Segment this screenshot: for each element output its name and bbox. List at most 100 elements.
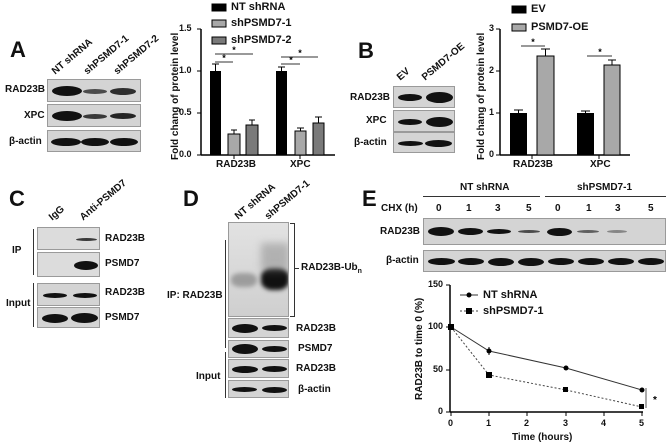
y-tick: 100 (428, 321, 444, 331)
panel-letter-b: B (358, 38, 374, 63)
input-bracket (33, 283, 34, 327)
row-label: PSMD7 (298, 343, 333, 354)
western-blot-band-row (393, 86, 455, 108)
panel-letter-a: A (10, 37, 26, 62)
legend-label: PSMD7-OE (531, 21, 589, 33)
group-label: NT shRNA (460, 182, 510, 193)
legend-label: NT shRNA (231, 1, 286, 13)
panel-letter-e: E (362, 186, 377, 211)
western-blot-band-row (37, 252, 100, 277)
western-blot-band-row (228, 318, 289, 338)
x-tick: 1 (486, 418, 492, 428)
lane-label: EV (394, 65, 413, 83)
row-label: β-actin (9, 136, 42, 147)
row-label: XPC (366, 115, 387, 126)
x-tick: 0 (448, 418, 454, 428)
chx-label: CHX (h) (381, 203, 418, 214)
timepoint: 5 (526, 203, 532, 214)
row-label: RAD23B (350, 92, 391, 103)
y-tick: 150 (428, 279, 444, 289)
ub-bracket (290, 223, 295, 317)
legend-label: shPSMD7-1 (483, 305, 544, 317)
timepoint: 0 (436, 203, 442, 214)
lane-label: PSMD7-OE (419, 40, 468, 83)
y-tick: 0 (489, 149, 495, 159)
svg-text:*: * (232, 45, 236, 55)
row-label: PSMD7 (105, 312, 140, 323)
group-label: IP (12, 245, 22, 256)
lane-label: IgG (46, 203, 67, 223)
western-blot-band-row (47, 104, 141, 127)
row-label: RAD23B (105, 233, 146, 244)
y-tick: 2 (489, 65, 495, 75)
x-axis-label: Time (hours) (512, 432, 573, 443)
timepoint: 1 (586, 203, 592, 214)
row-label: β-actin (386, 255, 419, 266)
ip-bracket (225, 240, 226, 348)
svg-text:*: * (598, 47, 602, 57)
y-tick: 0.0 (179, 149, 192, 159)
x-tick: RAD23B (216, 159, 257, 170)
group-label: shPSMD7-1 (577, 182, 633, 193)
western-blot-band-row (228, 340, 289, 358)
lane-label: Anti-PSMD7 (77, 177, 129, 223)
group-label: Input (6, 298, 31, 309)
ubiquitination-blot (228, 222, 289, 317)
row-label: PSMD7 (105, 258, 140, 269)
x-tick: 4 (601, 418, 607, 428)
ub-label: RAD23B-Ubn (301, 262, 362, 275)
y-tick: 1.5 (179, 23, 192, 33)
svg-text:*: * (222, 53, 226, 63)
y-tick: 1.0 (179, 65, 192, 75)
timepoint: 1 (466, 203, 472, 214)
y-tick: 1 (489, 107, 495, 117)
x-tick: XPC (290, 159, 311, 170)
y-tick: 0 (438, 406, 444, 416)
row-label: RAD23B (380, 226, 421, 237)
ip-label: IP: RAD23B (167, 290, 223, 301)
x-tick: XPC (590, 159, 611, 170)
x-tick: 5 (639, 418, 645, 428)
x-tick: RAD23B (513, 159, 554, 170)
timepoint: 0 (555, 203, 561, 214)
group-line (545, 196, 666, 197)
row-label: RAD23B (296, 323, 337, 334)
group-line (423, 196, 540, 197)
western-blot-band-row (47, 79, 141, 102)
timepoint: 3 (615, 203, 621, 214)
panel-letter-c: C (9, 186, 25, 211)
western-blot-band-row (393, 110, 455, 132)
input-label: Input (196, 371, 221, 382)
y-axis-label: Fold chang of protein level (170, 32, 181, 160)
western-blot-band-row (393, 132, 455, 153)
svg-text:*: * (531, 37, 535, 47)
legend-label: shPSMD7-2 (231, 34, 292, 46)
svg-text:*: * (653, 395, 657, 406)
legend-label: NT shRNA (483, 289, 538, 301)
row-label: β-actin (354, 137, 387, 148)
legend-label: EV (531, 3, 546, 15)
ip-bracket (33, 229, 34, 275)
timepoint: 3 (495, 203, 501, 214)
chart-a-legend (211, 3, 227, 45)
y-axis-label: RAD23B to time 0 (%) (414, 297, 425, 400)
svg-text:*: * (289, 55, 293, 65)
row-label: β-actin (298, 384, 331, 395)
x-tick: 2 (524, 418, 530, 428)
western-blot-band-row (228, 380, 289, 398)
western-blot-band-row (423, 218, 666, 245)
legend-label: shPSMD7-1 (231, 17, 292, 29)
svg-text:*: * (298, 48, 302, 58)
row-label: XPC (24, 110, 45, 121)
western-blot-band-row (37, 283, 100, 306)
panel-letter-d: D (183, 186, 199, 211)
western-blot-band-row (228, 359, 289, 378)
western-blot-band-row (47, 130, 141, 152)
y-tick: 3 (489, 23, 495, 33)
x-tick: 3 (563, 418, 569, 428)
row-label: RAD23B (296, 363, 337, 374)
timepoint: 5 (648, 203, 654, 214)
western-blot-band-row (37, 227, 100, 250)
western-blot-band-row (37, 307, 100, 328)
y-axis-label: Fold chang of protein level (476, 32, 487, 160)
